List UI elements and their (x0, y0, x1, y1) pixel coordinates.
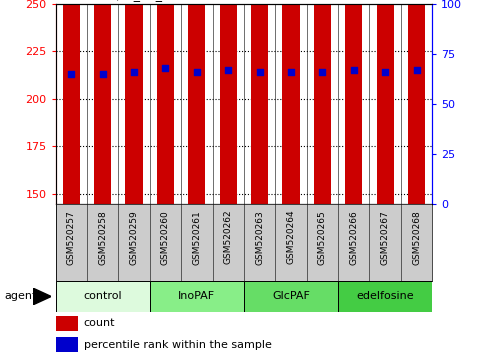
Bar (283, 0, 299, 204)
Text: GSM520257: GSM520257 (67, 210, 76, 264)
Point (350, 67, 357, 72)
Polygon shape (33, 288, 51, 305)
Text: edelfosine: edelfosine (356, 291, 414, 302)
Text: control: control (84, 291, 122, 302)
Text: count: count (84, 318, 115, 329)
Point (412, 67, 420, 72)
Text: GSM520259: GSM520259 (129, 210, 139, 264)
Text: GSM520268: GSM520268 (412, 210, 421, 264)
Bar (56, 316, 78, 331)
Bar (377, 0, 394, 204)
Text: InoPAF: InoPAF (178, 291, 215, 302)
Text: GSM520258: GSM520258 (98, 210, 107, 264)
Bar (150, 281, 244, 312)
Bar (244, 281, 338, 312)
Text: GSM520267: GSM520267 (381, 210, 390, 264)
Text: GSM520261: GSM520261 (192, 210, 201, 264)
Point (382, 69, 389, 74)
Text: percentile rank within the sample: percentile rank within the sample (84, 339, 271, 350)
Bar (157, 0, 174, 204)
Bar (126, 0, 142, 204)
Bar (338, 281, 432, 312)
Point (68, 71, 75, 76)
Bar (56, 337, 78, 352)
Bar (94, 0, 111, 204)
Text: GSM520265: GSM520265 (318, 210, 327, 264)
Point (99, 71, 107, 76)
Point (287, 69, 295, 74)
Point (319, 69, 327, 74)
Bar (220, 0, 237, 204)
Text: GSM520262: GSM520262 (224, 210, 233, 264)
Bar (408, 0, 425, 204)
Text: GlcPAF: GlcPAF (272, 291, 310, 302)
Bar (188, 0, 205, 204)
Point (224, 67, 232, 72)
Point (130, 69, 138, 74)
Text: GDS3796 / A_23_P9435: GDS3796 / A_23_P9435 (54, 0, 201, 1)
Bar (314, 0, 331, 204)
Text: agent: agent (5, 291, 37, 302)
Text: GSM520260: GSM520260 (161, 210, 170, 264)
Bar (345, 0, 362, 204)
Text: GSM520266: GSM520266 (349, 210, 358, 264)
Point (256, 69, 264, 74)
Text: GSM520263: GSM520263 (255, 210, 264, 264)
Bar (251, 0, 268, 204)
Bar (56, 281, 150, 312)
Text: GSM520264: GSM520264 (286, 210, 296, 264)
Bar (63, 0, 80, 204)
Point (193, 69, 201, 74)
Point (161, 65, 170, 70)
